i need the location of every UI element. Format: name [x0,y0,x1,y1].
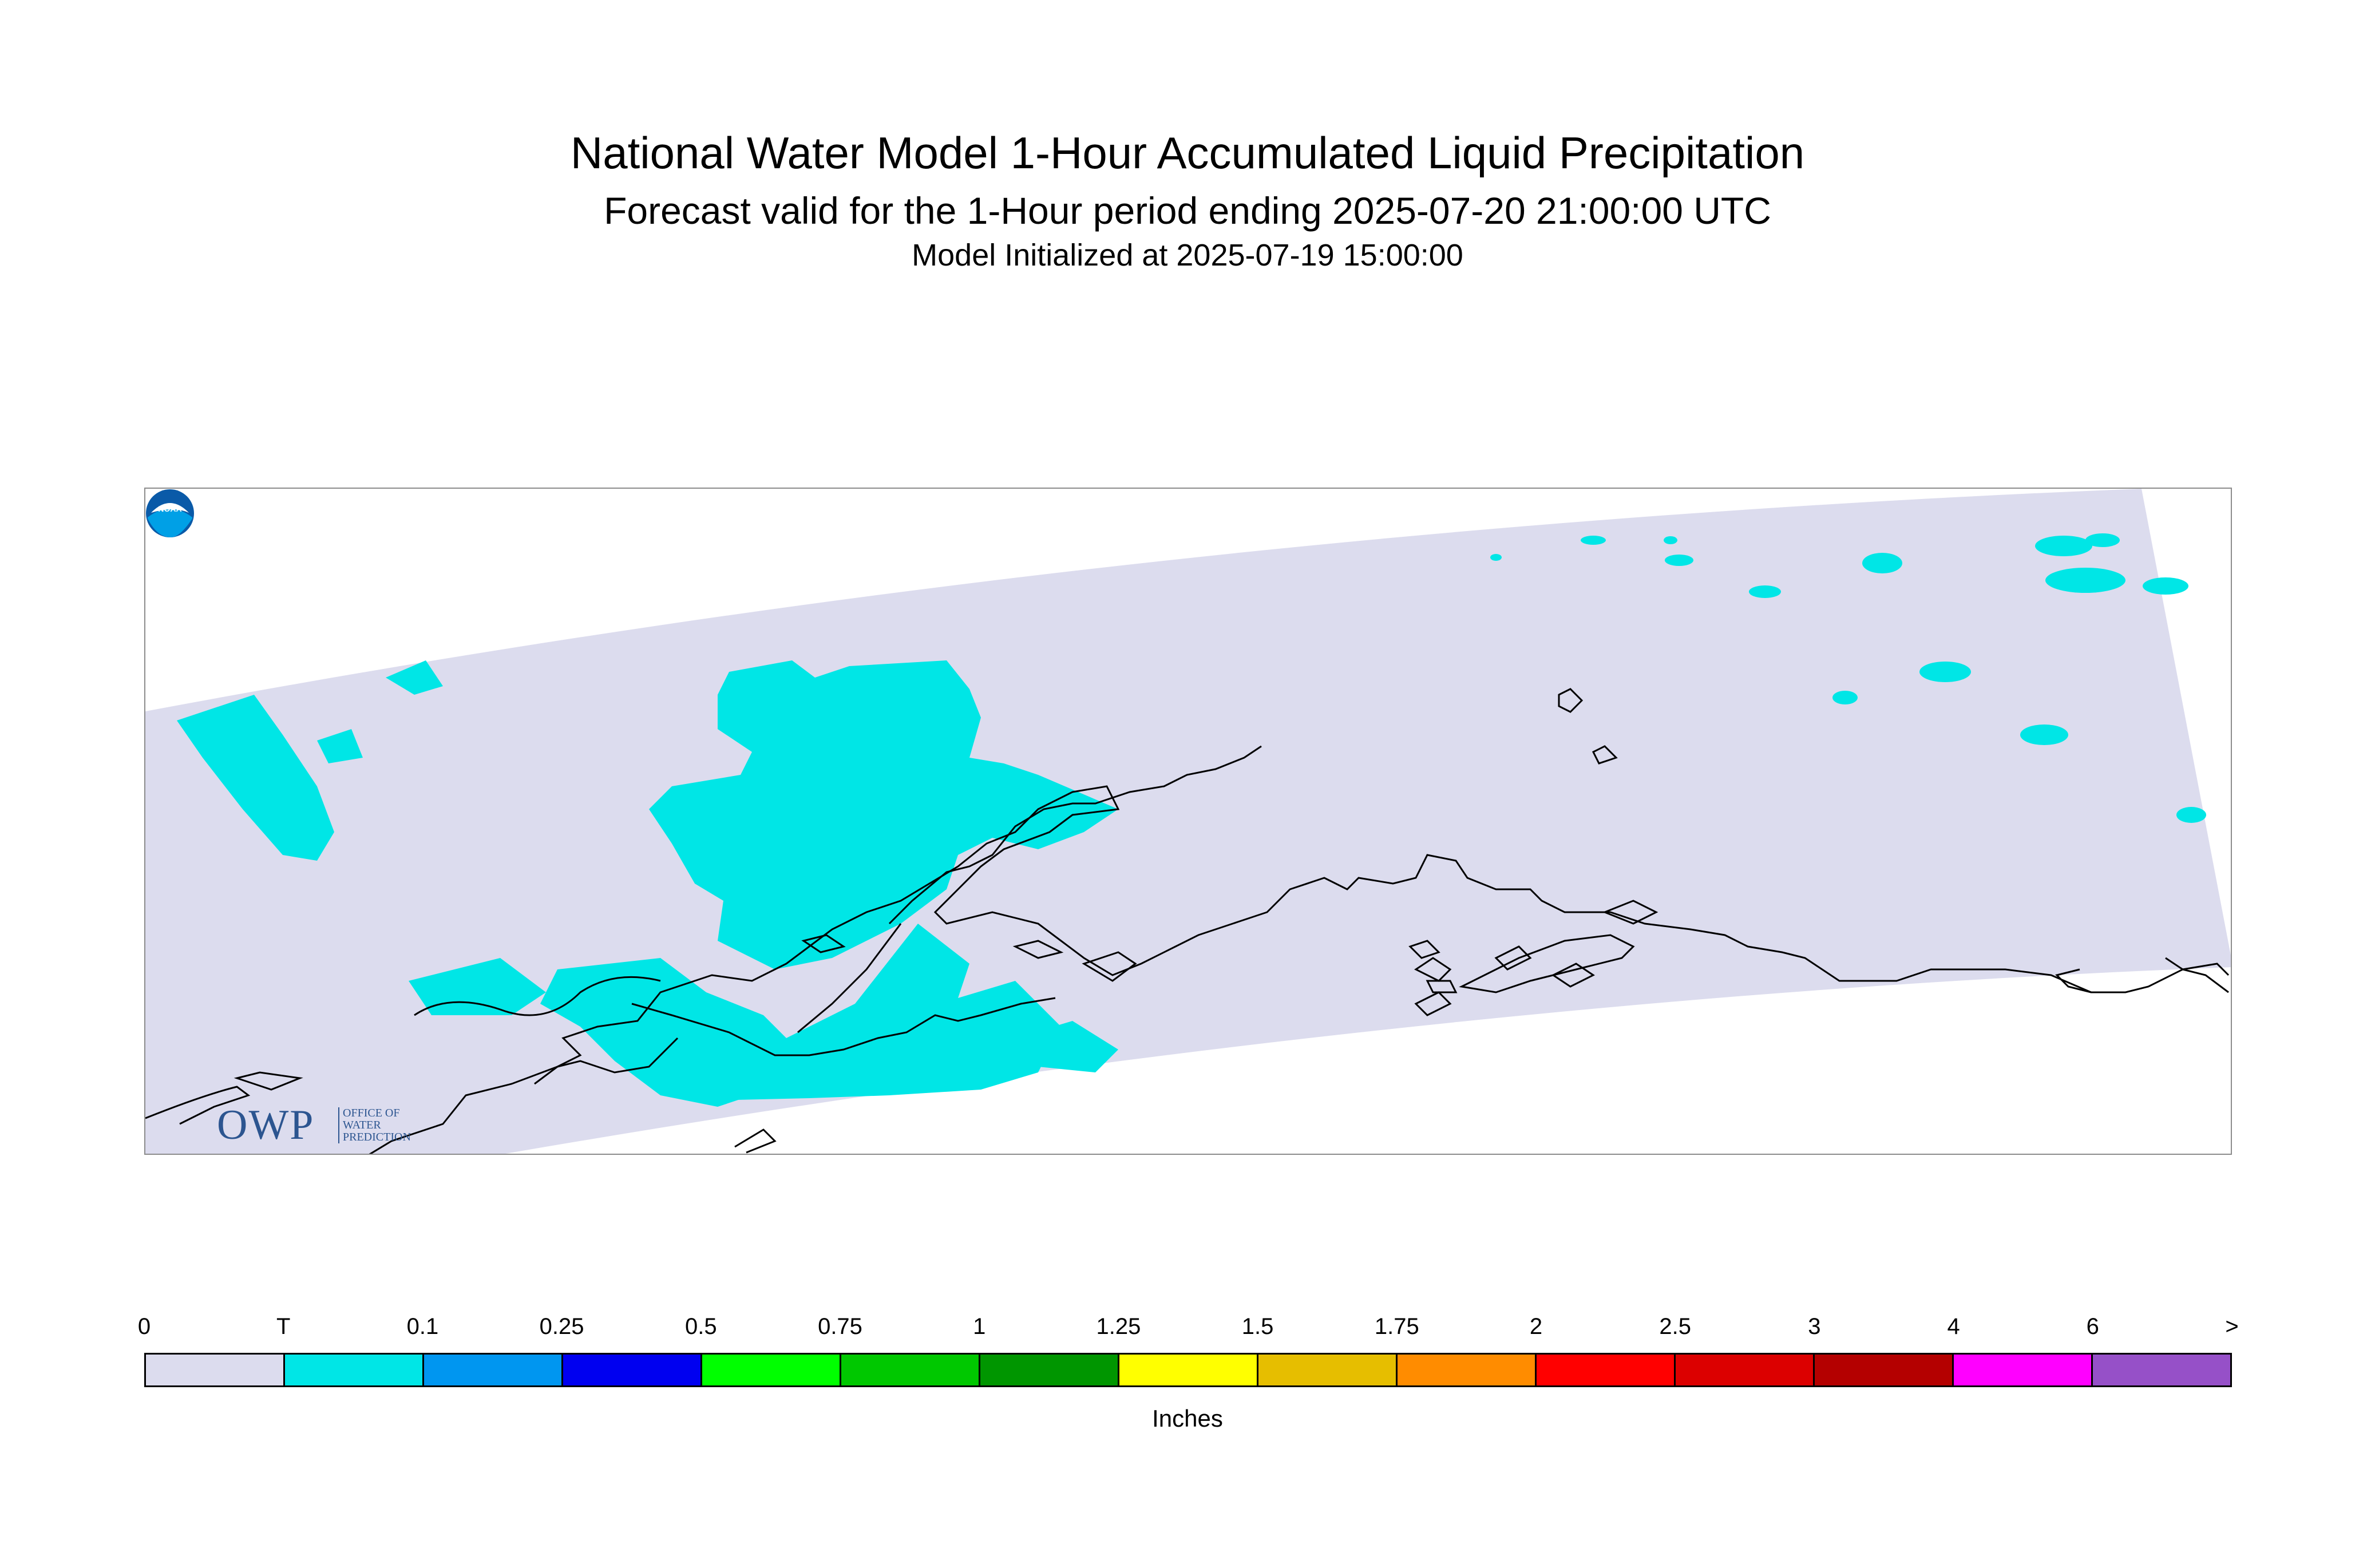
legend-swatch-6 [980,1355,1119,1385]
trace-area-ne-7 [2020,724,2068,745]
trace-area-ne-3 [1862,553,1902,573]
trace-area-main-north [649,660,1118,969]
trace-area-coastal-south [1015,1021,1118,1072]
island-peninsula [1459,934,1635,993]
island-east [1602,900,1658,925]
legend-swatch-14 [2093,1355,2230,1385]
model-domain [145,489,2231,1154]
legend-swatch-0 [146,1355,285,1385]
trace-precip-areas [177,533,2206,1107]
legend-swatch-4 [702,1355,841,1385]
trace-area-ne-2 [2085,533,2120,547]
legend-swatch-9 [1398,1355,1537,1385]
legend-tick-label: 1 [973,1314,986,1339]
noaa-logo-text: NOAA [158,504,181,513]
trace-area-nw-small [317,729,363,763]
legend-swatch-10 [1537,1355,1676,1385]
trace-area-ne-1 [2035,536,2092,556]
legend-tick-label: 0.5 [684,1314,717,1339]
trace-area-southwest [540,958,798,1107]
island-6 [1551,963,1595,988]
trace-area-ne-8 [1832,691,1858,704]
trace-area-n-2 [1665,555,1693,566]
island-3 [1426,980,1458,993]
legend-swatch-13 [1954,1355,2093,1385]
arctic-island-1 [1558,688,1584,713]
legend-tick-label: 6 [2086,1314,2099,1339]
legend-swatch-12 [1815,1355,1954,1385]
border-lower [797,923,902,1034]
coastline-sw-islands-3 [734,1129,777,1154]
trace-area-ne-6 [1919,662,1971,682]
trace-area-ne-4 [2045,568,2125,593]
legend-tick-label: 4 [1947,1314,1960,1339]
trace-area-ne-5 [2143,577,2188,595]
legend-tick-label: 1.5 [1241,1314,1274,1339]
east-coast-detail [2165,957,2229,993]
coastline-sw-peninsula [631,997,1056,1056]
coastline-sw-islands-2 [233,1071,303,1091]
legend-tick-label: 0 [137,1314,151,1339]
coastline-southwest-shore [534,1037,679,1085]
legend-tick-label: 1.75 [1374,1314,1419,1339]
map-canvas [145,489,2231,1154]
trace-area-n-1 [1581,536,1606,545]
legend-tick-label: > [2225,1314,2239,1339]
legend-tick-label: 3 [1808,1314,1821,1339]
coastline-south-bay [414,976,661,1016]
trace-area-n-3 [1749,585,1781,598]
owp-subtitle-line-3: PREDICTION [343,1131,411,1143]
model-init-line: Model Initialized at 2025-07-19 15:00:00 [912,238,1463,272]
coastline [145,688,2230,1154]
legend-swatch-11 [1676,1355,1815,1385]
legend-swatch-1 [285,1355,424,1385]
owp-subtitle-line-1: OFFICE OF [343,1107,400,1119]
trace-area-west-strip [409,958,546,1015]
trace-area-ne-9 [2176,807,2206,823]
coastline-main [369,785,2230,1154]
legend-tick-label: 2.5 [1659,1314,1691,1339]
legend-swatch-2 [424,1355,563,1385]
legend-swatch-7 [1119,1355,1258,1385]
arctic-island-2 [1592,745,1618,765]
color-scale-bar [144,1353,2232,1387]
lake-1 [1012,940,1064,959]
legend-tick-label: 2 [1529,1314,1543,1339]
island-5 [1414,991,1452,1016]
legend-tick-label: 0.25 [539,1314,584,1339]
owp-subtitle-line-2: WATER [343,1119,381,1131]
precipitation-map: OWP OFFICE OF WATER PREDICTION NOAA [144,488,2232,1155]
island-2 [1408,940,1440,959]
trace-area-n-5 [1490,554,1502,561]
legend-swatch-8 [1258,1355,1398,1385]
legend-tick-label: T [276,1314,291,1339]
trace-area-upper-left [386,660,443,695]
legend-tick-label: 0.75 [818,1314,862,1339]
legend-tick-label: 0.1 [406,1314,439,1339]
trace-area-northwest [177,695,334,861]
units-label: Inches [1152,1405,1223,1432]
lake-2 [801,934,846,953]
legend-swatch-5 [841,1355,980,1385]
coastline-sw-islands-1 [145,1086,251,1125]
owp-mark: OWP [217,1102,315,1149]
legend-tick-label: 1.25 [1096,1314,1141,1339]
island-1 [1414,957,1452,982]
owp-subtitle: OFFICE OF WATER PREDICTION [338,1107,417,1143]
kodiak [1082,951,1137,982]
trace-area-n-4 [1664,536,1677,544]
east-coast-detail-2 [2055,968,2092,993]
legend-swatch-3 [563,1355,702,1385]
international-border [888,745,1262,925]
forecast-valid-subtitle: Forecast valid for the 1-Hour period end… [604,189,1771,232]
map-title: National Water Model 1-Hour Accumulated … [570,128,1805,178]
noaa-logo: NOAA [146,489,194,538]
